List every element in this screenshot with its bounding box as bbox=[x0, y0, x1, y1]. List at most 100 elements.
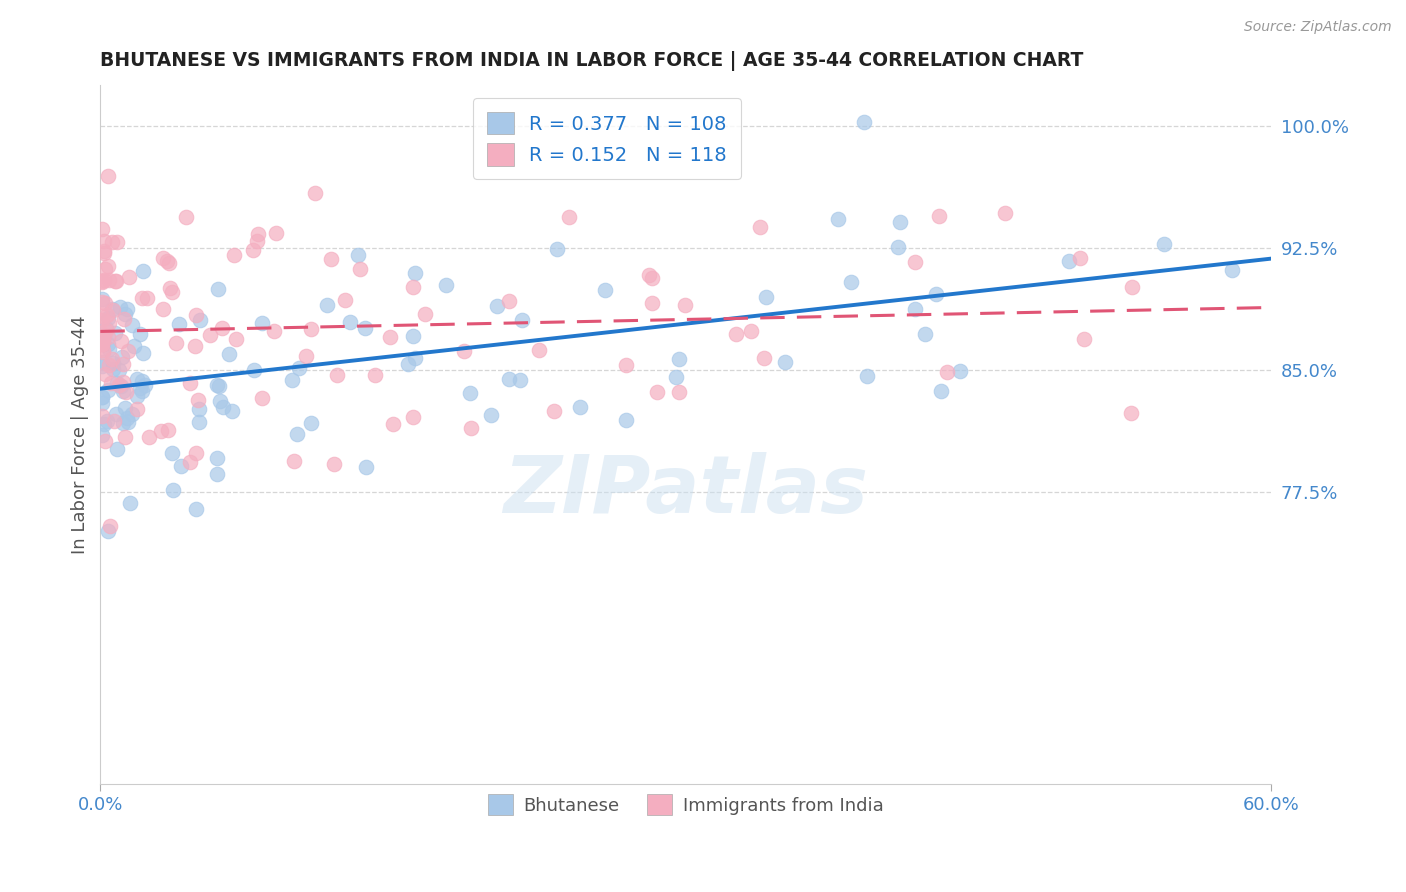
Point bbox=[101, 301, 124, 316]
Point bbox=[152, 251, 174, 265]
Point bbox=[97, 524, 120, 538]
Point bbox=[114, 401, 136, 415]
Point bbox=[170, 459, 193, 474]
Point bbox=[486, 299, 509, 313]
Point bbox=[188, 312, 211, 326]
Point bbox=[125, 372, 148, 386]
Point bbox=[134, 377, 156, 392]
Point bbox=[402, 280, 425, 294]
Point bbox=[97, 337, 120, 351]
Point bbox=[117, 411, 139, 425]
Point bbox=[904, 302, 927, 317]
Point bbox=[114, 307, 136, 321]
Point bbox=[91, 344, 114, 359]
Point bbox=[925, 286, 948, 301]
Point bbox=[104, 274, 127, 288]
Point bbox=[122, 339, 145, 353]
Point bbox=[1073, 332, 1095, 346]
Point bbox=[929, 384, 952, 399]
Point bbox=[104, 274, 127, 288]
Point bbox=[93, 368, 115, 382]
Point bbox=[179, 376, 201, 390]
Point bbox=[354, 320, 377, 334]
Point bbox=[127, 389, 149, 403]
Point bbox=[856, 368, 879, 383]
Point bbox=[91, 222, 114, 236]
Text: Source: ZipAtlas.com: Source: ZipAtlas.com bbox=[1244, 20, 1392, 34]
Point bbox=[285, 427, 308, 442]
Point bbox=[97, 310, 120, 325]
Point bbox=[179, 455, 201, 469]
Point bbox=[91, 292, 114, 306]
Point bbox=[887, 240, 910, 254]
Point bbox=[453, 343, 475, 358]
Point bbox=[498, 293, 520, 308]
Point bbox=[103, 414, 125, 428]
Point bbox=[208, 394, 231, 409]
Point bbox=[914, 327, 936, 342]
Point bbox=[225, 332, 247, 346]
Point bbox=[304, 186, 326, 200]
Point bbox=[93, 417, 115, 431]
Point bbox=[839, 275, 862, 289]
Point bbox=[645, 384, 668, 399]
Y-axis label: In Labor Force | Age 35-44: In Labor Force | Age 35-44 bbox=[72, 316, 89, 554]
Point bbox=[114, 385, 136, 400]
Point bbox=[281, 373, 304, 387]
Point bbox=[111, 351, 134, 365]
Point bbox=[853, 115, 876, 129]
Point bbox=[96, 308, 118, 322]
Point bbox=[98, 317, 121, 331]
Point bbox=[131, 384, 153, 398]
Point bbox=[402, 329, 425, 343]
Point bbox=[104, 326, 127, 340]
Point bbox=[665, 370, 688, 384]
Point bbox=[93, 244, 115, 259]
Point bbox=[326, 368, 349, 383]
Point bbox=[205, 467, 228, 481]
Point bbox=[413, 307, 436, 321]
Point bbox=[93, 234, 115, 248]
Point bbox=[740, 324, 762, 338]
Point bbox=[188, 401, 211, 416]
Point bbox=[91, 409, 114, 423]
Point bbox=[105, 235, 128, 249]
Point bbox=[668, 351, 690, 366]
Point bbox=[364, 368, 387, 382]
Point bbox=[349, 261, 371, 276]
Point bbox=[775, 355, 797, 369]
Point bbox=[91, 390, 114, 404]
Point bbox=[398, 357, 420, 371]
Point bbox=[827, 211, 849, 226]
Point bbox=[111, 376, 134, 390]
Point bbox=[136, 291, 159, 305]
Point bbox=[460, 421, 482, 435]
Point bbox=[668, 385, 690, 400]
Point bbox=[157, 423, 180, 437]
Point bbox=[118, 496, 141, 510]
Point bbox=[949, 364, 972, 378]
Point bbox=[208, 378, 231, 392]
Point bbox=[121, 318, 143, 333]
Point bbox=[936, 365, 959, 379]
Point bbox=[91, 355, 114, 369]
Point bbox=[165, 335, 187, 350]
Point bbox=[754, 351, 776, 366]
Point bbox=[640, 271, 662, 285]
Point bbox=[218, 347, 240, 361]
Point bbox=[91, 333, 114, 347]
Point bbox=[512, 313, 534, 327]
Point bbox=[118, 270, 141, 285]
Point bbox=[616, 358, 638, 372]
Point bbox=[112, 384, 135, 398]
Point bbox=[131, 346, 153, 360]
Point bbox=[110, 379, 132, 393]
Point bbox=[149, 425, 172, 439]
Point bbox=[221, 404, 243, 418]
Point bbox=[994, 206, 1017, 220]
Point bbox=[595, 283, 617, 297]
Point bbox=[93, 245, 115, 260]
Point bbox=[287, 360, 309, 375]
Point bbox=[339, 315, 361, 329]
Point bbox=[93, 434, 115, 448]
